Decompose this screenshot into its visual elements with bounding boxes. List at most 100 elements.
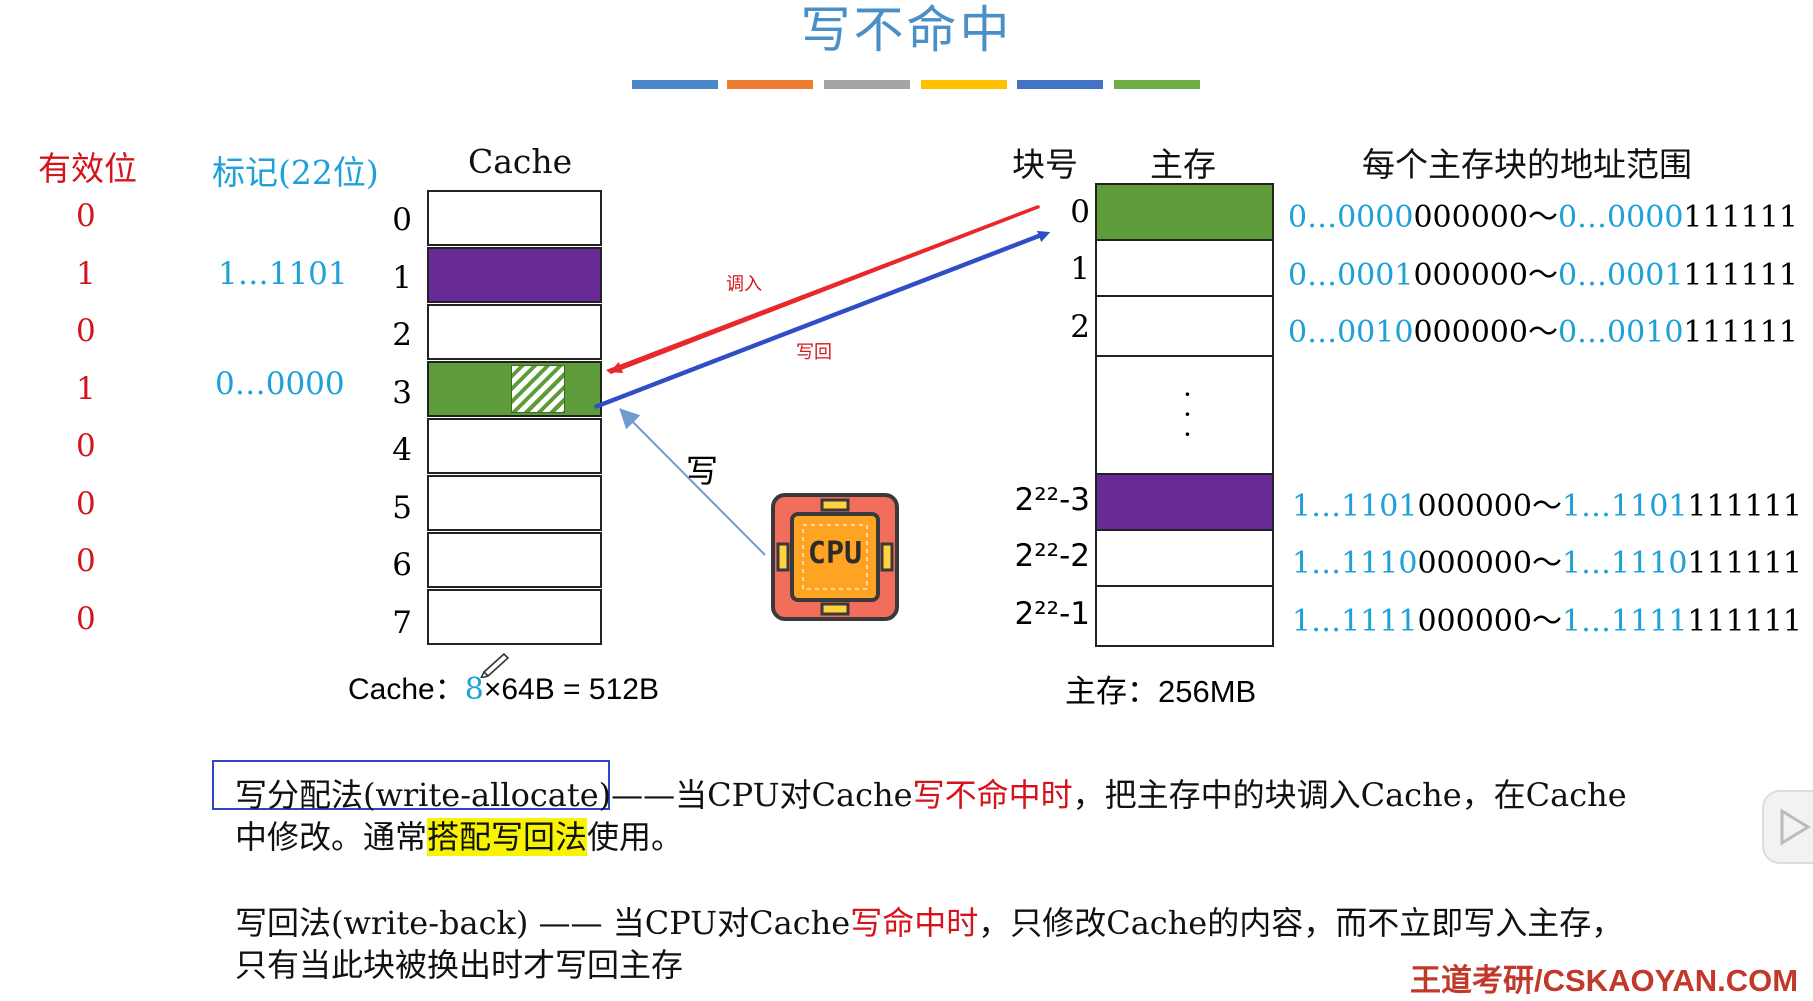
memory-block	[1095, 473, 1274, 531]
cpu-chip-icon: CPU	[770, 492, 900, 622]
writeback-pairing-highlight: 搭配写回法	[427, 818, 588, 856]
memory-size-caption: 主存：256MB	[1065, 674, 1257, 709]
tag-value: 0…0000	[215, 366, 345, 402]
address-prefix: 0…0000	[1288, 200, 1414, 235]
valid-bit: 1	[76, 255, 96, 292]
cpu-chip-graphic	[771, 493, 899, 621]
valid-bit: 1	[76, 370, 96, 407]
address-offset: 000000～	[1417, 489, 1562, 524]
address-offset: 111111	[1683, 258, 1798, 293]
cache-caption-prefix: Cache：	[348, 673, 465, 706]
memory-block	[1095, 295, 1274, 357]
address-prefix: 1…1111	[1561, 604, 1688, 639]
paragraph-text: 中修改。通常	[235, 818, 428, 856]
tag-header: 标记(22位)	[212, 153, 379, 192]
paragraph-text: ，只修改Cache的内容，而不立即写入主存，	[978, 904, 1624, 942]
memory-block-label: 2²²-2	[1014, 538, 1091, 574]
valid-bit: 0	[76, 313, 96, 349]
play-icon[interactable]	[1762, 790, 1813, 864]
address-offset: 000000～	[1413, 200, 1558, 235]
memory-block	[1095, 183, 1274, 241]
title-bar-segment	[921, 80, 1007, 89]
load-arrow-head	[609, 205, 1041, 374]
valid-bit: 0	[76, 428, 96, 464]
write-allocate-paragraph-line1: 写分配法(write-allocate)——当CPU对Cache写不命中时，把主…	[235, 770, 1627, 816]
modified-word	[511, 365, 565, 413]
block-number-header: 块号	[1012, 145, 1078, 184]
address-prefix: 1…1101	[1292, 489, 1418, 524]
pen-cursor-icon	[480, 652, 510, 678]
cache-line-index: 3	[392, 374, 412, 411]
cache-line	[427, 190, 602, 246]
valid-bit: 0	[76, 600, 96, 637]
write-allocate-paragraph-line2: 中修改。通常搭配写回法使用。	[235, 812, 683, 858]
load-arrow-label: 调入	[726, 274, 762, 295]
address-prefix: 0…0010	[1557, 315, 1684, 350]
cache-line	[427, 247, 602, 303]
cache-caption-suffix: ×64B = 512B	[483, 673, 659, 706]
address-range: 0…0001000000～0…0001111111	[1288, 250, 1798, 294]
address-prefix: 0…0000	[1557, 200, 1684, 235]
paragraph-text: 使用。	[587, 818, 684, 856]
title-bar-segment	[1114, 80, 1200, 89]
memory-block-label: 1	[1070, 251, 1090, 287]
memory-block-label: 2²²-1	[1014, 596, 1091, 632]
cache-line-index: 4	[392, 432, 412, 468]
cache-line-index: 6	[392, 547, 412, 583]
address-prefix: 1…1110	[1292, 546, 1418, 581]
write-arrow	[619, 408, 766, 556]
write-allocate-highlight-box	[212, 760, 610, 810]
memory-block-label: 0	[1070, 194, 1090, 230]
address-offset: 000000～	[1413, 258, 1558, 293]
address-offset: 000000～	[1413, 315, 1558, 350]
valid-bit-header: 有效位	[38, 149, 137, 188]
address-prefix: 1…1111	[1292, 604, 1418, 639]
valid-bit: 0	[76, 198, 96, 234]
cache-line-index: 7	[392, 604, 412, 641]
cache-size-caption: Cache：8×64B = 512B	[348, 664, 659, 708]
address-offset: 000000～	[1417, 604, 1562, 639]
cache-line	[427, 532, 602, 588]
vertical-ellipsis: · · ·	[1183, 378, 1192, 451]
address-offset: 000000～	[1417, 546, 1562, 581]
address-prefix: 1…1110	[1561, 546, 1688, 581]
address-offset: 111111	[1687, 546, 1802, 581]
cache-line-index: 1	[392, 259, 412, 296]
writeback-arrow-label: 写回	[796, 342, 832, 363]
paragraph-text: ，把主存中的块调入Cache，在Cache	[1072, 776, 1627, 814]
cache-line	[427, 304, 602, 360]
title-bar-segment	[632, 80, 718, 89]
cache-line-index: 0	[392, 202, 412, 238]
address-offset: 111111	[1683, 200, 1798, 235]
write-back-paragraph-line2: 只有当此块被换出时才写回主存	[235, 946, 684, 984]
address-range: 1…1101000000～1…1101111111	[1292, 481, 1802, 525]
memory-header: 主存	[1150, 145, 1216, 184]
memory-block-label: 2	[1070, 309, 1090, 345]
write-miss-emphasis: 写不命中时	[912, 776, 1073, 814]
cache-line	[427, 361, 602, 417]
cache-line-index: 2	[392, 317, 412, 353]
write-hit-emphasis: 写命中时	[850, 904, 979, 942]
cache-header: Cache	[468, 142, 573, 181]
memory-block-label: 2²²-3	[1014, 482, 1091, 518]
cache-line	[427, 475, 602, 531]
cache-caption-count: 8	[464, 672, 484, 707]
write-back-paragraph-line1: 写回法(write-back) —— 当CPU对Cache写命中时，只修改Cac…	[235, 898, 1623, 944]
memory-block	[1095, 529, 1274, 587]
cache-line	[427, 589, 602, 645]
address-offset: 111111	[1687, 604, 1802, 639]
address-prefix: 0…0001	[1557, 258, 1684, 293]
page-title: 写不命中	[800, 1, 1013, 59]
cache-line	[427, 418, 602, 474]
memory-block-gap: · · ·	[1095, 355, 1274, 475]
address-range: 1…1110000000～1…1110111111	[1292, 538, 1802, 582]
cache-index-column: 0 1 2 3 4 5 6 7	[372, 192, 412, 652]
address-prefix: 0…0010	[1288, 315, 1414, 350]
write-arrow-label: 写	[686, 452, 719, 490]
address-offset: 111111	[1683, 315, 1798, 350]
valid-bit: 0	[76, 485, 96, 522]
writeback-arrow-head	[593, 230, 1051, 408]
address-range: 0…0000000000～0…0000111111	[1288, 192, 1798, 236]
valid-bit: 0	[76, 543, 96, 579]
